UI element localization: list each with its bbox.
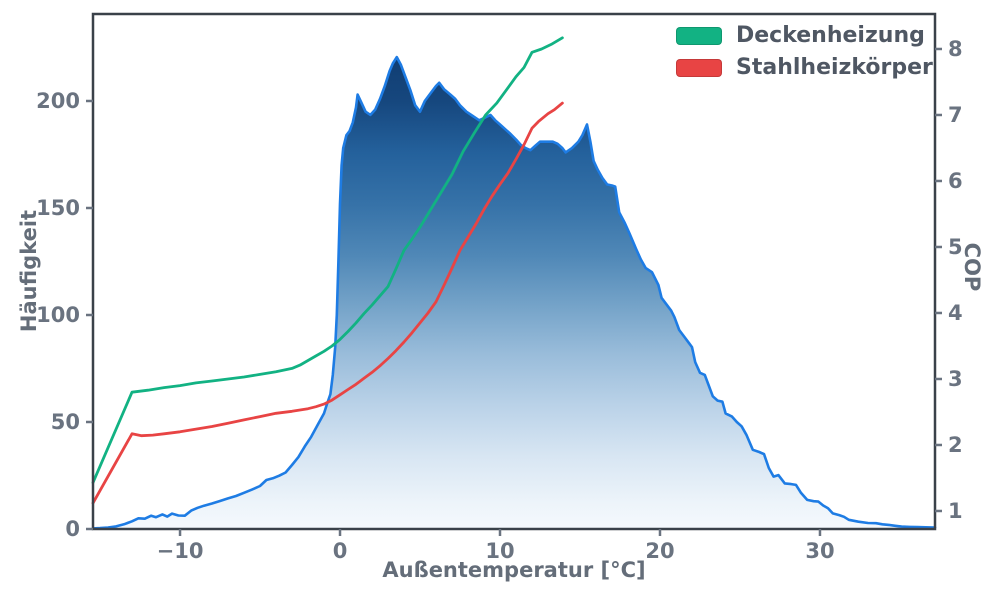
y-right-tick-label: 3: [948, 367, 963, 391]
legend: Deckenheizung Stahlheizkörper: [676, 23, 933, 91]
y-right-tick-label: 7: [948, 103, 963, 127]
x-tick-label: −10: [157, 539, 204, 563]
y-left-tick-label: 100: [36, 303, 80, 327]
axes-layer: [91, 12, 937, 531]
y-right-tick-label: 6: [948, 169, 963, 193]
x-tick-label: 0: [333, 539, 348, 563]
legend-label-stahlheizkoerper: Stahlheizkörper: [736, 55, 933, 80]
histogram-area: [93, 57, 935, 529]
y-axis-label-right: COP: [960, 242, 984, 292]
cop-line-stahlheizkrper: [91, 101, 564, 505]
x-axis-label: Außentemperatur [°C]: [382, 558, 646, 582]
y-left-tick-label: 150: [36, 196, 80, 220]
y-left-tick-label: 200: [36, 89, 80, 113]
y-right-tick-label: 1: [948, 499, 963, 523]
y-right-tick-label: 5: [948, 235, 963, 259]
legend-item-deckenheizung: Deckenheizung: [676, 23, 933, 48]
histogram-area-layer: [91, 55, 937, 530]
y-right-tick-label: 2: [948, 433, 963, 457]
cop-series-layer: [91, 36, 564, 505]
x-tick-label: 10: [485, 539, 514, 563]
plot-spines: [91, 12, 937, 531]
y-axis-label-left: Häufigkeit: [17, 209, 41, 333]
cop-line-deckenheizung: [91, 36, 564, 484]
x-tick-label: 30: [805, 539, 834, 563]
y-right-tick-label: 4: [948, 301, 963, 325]
legend-item-stahlheizkoerper: Stahlheizkörper: [676, 55, 933, 80]
y-left-tick-label: 50: [51, 410, 80, 434]
x-tick-label: 20: [645, 539, 674, 563]
y-left-tick-label: 0: [65, 517, 80, 541]
y-right-tick-label: 8: [948, 37, 963, 61]
legend-label-deckenheizung: Deckenheizung: [736, 23, 925, 48]
histogram-edge-line: [91, 55, 937, 530]
tick-layer: −10 0 10 20 30 0 50 100 150 200 1 2 3 4 5 6 7 8: [36, 37, 962, 563]
stahlheizkoerper-swatch-icon: [676, 59, 722, 77]
deckenheizung-swatch-icon: [676, 27, 722, 45]
